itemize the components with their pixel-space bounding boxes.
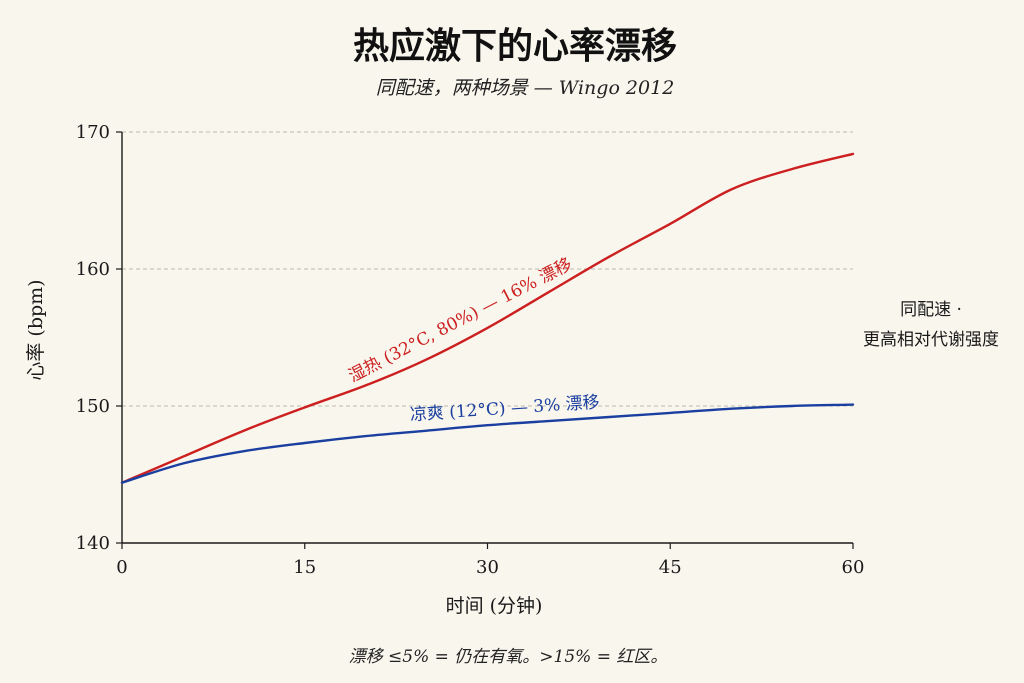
footnote: 漂移 ≤5% = 仍在有氧。>15% = 红区。 [349, 647, 668, 667]
x-tick-label-60: 60 [842, 557, 865, 578]
y-tick-label-150: 150 [76, 396, 110, 417]
x-tick-label-30: 30 [476, 557, 499, 578]
gridlines [122, 131, 853, 407]
series-line-hot-humid [120, 152, 855, 484]
y-tick-label-170: 170 [76, 122, 110, 143]
chart-subtitle: 同配速，两种场景 — Wingo 2012 [376, 77, 675, 99]
tick-labels: 140 150 160 170 0 15 30 45 60 [76, 122, 865, 578]
x-axis-label: 时间 (分钟) [446, 595, 543, 617]
annotation-line-2: 更高相对代谢强度 [863, 330, 999, 350]
y-tick-label-140: 140 [76, 533, 110, 554]
x-tick-label-0: 0 [116, 557, 127, 578]
series-label-hot-humid: 湿热 (32°C, 80%) — 16% 漂移 [345, 254, 575, 386]
x-tick-label-45: 45 [659, 557, 682, 578]
chart-title: 热应激下的心率漂移 [353, 25, 677, 67]
annotation-line-1: 同配速 · [900, 300, 962, 320]
axes [116, 131, 854, 549]
series-lines [120, 152, 855, 484]
x-tick-label-15: 15 [293, 557, 316, 578]
series-line-cool [120, 403, 855, 484]
y-tick-label-160: 160 [76, 259, 110, 280]
y-axis-label: 心率 (bpm) [25, 279, 47, 380]
